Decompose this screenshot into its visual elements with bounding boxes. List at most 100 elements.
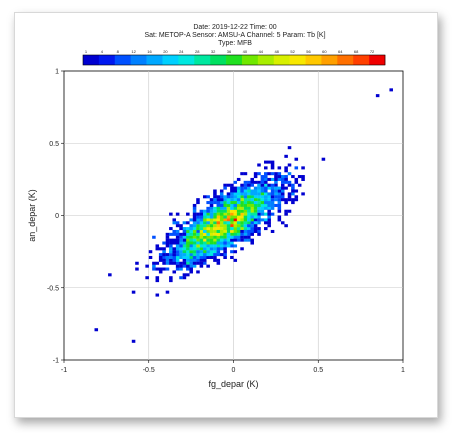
density-cell bbox=[202, 195, 207, 199]
density-cell bbox=[294, 198, 299, 202]
density-cell bbox=[264, 201, 268, 205]
density-cell bbox=[165, 253, 170, 257]
density-cell bbox=[152, 261, 156, 265]
colorbar-tick-label: 28 bbox=[195, 49, 200, 54]
density-cell bbox=[209, 235, 214, 239]
density-cell bbox=[247, 183, 251, 187]
density-cell bbox=[253, 195, 258, 199]
density-cell bbox=[219, 224, 224, 228]
density-cell bbox=[179, 241, 183, 245]
density-cell bbox=[206, 209, 210, 213]
density-cell bbox=[213, 189, 217, 193]
density-cell bbox=[213, 206, 217, 210]
density-cell bbox=[192, 241, 197, 245]
density-cell bbox=[230, 227, 234, 231]
density-cell bbox=[257, 183, 261, 187]
density-cell bbox=[108, 273, 112, 277]
density-cell bbox=[226, 192, 231, 196]
density-cell bbox=[158, 270, 163, 274]
density-cell bbox=[186, 253, 190, 257]
density-cell bbox=[257, 192, 261, 196]
density-cell bbox=[247, 192, 251, 196]
density-cell bbox=[233, 215, 238, 219]
density-cell bbox=[179, 255, 183, 259]
colorbar-swatch bbox=[226, 55, 243, 65]
density-cell bbox=[216, 244, 221, 248]
y-tick-label: -1 bbox=[53, 358, 59, 365]
density-cell bbox=[277, 175, 282, 179]
density-cell bbox=[165, 238, 170, 242]
density-cell bbox=[294, 157, 299, 161]
density-cell bbox=[186, 258, 190, 262]
density-cell bbox=[223, 203, 227, 207]
density-cell bbox=[257, 227, 261, 231]
density-cell bbox=[284, 177, 288, 181]
density-cell bbox=[277, 186, 282, 190]
density-cell bbox=[223, 195, 227, 199]
density-cell bbox=[216, 195, 221, 199]
density-cell bbox=[280, 186, 285, 190]
density-cell bbox=[219, 212, 224, 216]
density-cell bbox=[230, 215, 234, 219]
density-cell bbox=[202, 247, 207, 251]
density-cell bbox=[206, 215, 210, 219]
density-cell bbox=[199, 258, 204, 262]
density-cell bbox=[294, 177, 299, 181]
density-cell bbox=[280, 189, 285, 193]
density-cell bbox=[243, 224, 248, 228]
density-cell bbox=[223, 235, 227, 239]
density-cell bbox=[209, 221, 214, 225]
colorbar-swatch bbox=[146, 55, 163, 65]
density-cell bbox=[250, 195, 254, 199]
density-cell bbox=[175, 247, 180, 251]
density-cell bbox=[230, 244, 234, 248]
density-cell bbox=[216, 235, 221, 239]
density-cell bbox=[250, 201, 254, 205]
density-cell bbox=[216, 221, 221, 225]
density-cell bbox=[250, 221, 254, 225]
density-cell bbox=[230, 241, 234, 245]
density-cell bbox=[162, 247, 166, 251]
density-cell bbox=[186, 241, 190, 245]
density-cell bbox=[175, 235, 180, 239]
density-cell bbox=[202, 227, 207, 231]
density-cell bbox=[169, 261, 173, 265]
density-cell bbox=[226, 203, 231, 207]
density-cell bbox=[233, 209, 238, 213]
density-cell bbox=[240, 186, 244, 190]
density-cell bbox=[186, 227, 190, 231]
density-cell bbox=[213, 218, 217, 222]
density-cell bbox=[209, 244, 214, 248]
density-cell bbox=[148, 250, 153, 254]
density-cell bbox=[240, 215, 244, 219]
density-cell bbox=[250, 192, 254, 196]
density-cell bbox=[230, 221, 234, 225]
density-cell bbox=[260, 180, 265, 184]
density-cell bbox=[284, 209, 288, 213]
density-cell bbox=[179, 227, 183, 231]
density-cell bbox=[199, 253, 204, 257]
density-cell bbox=[240, 235, 244, 239]
density-cell bbox=[230, 238, 234, 242]
density-cell bbox=[277, 198, 282, 202]
density-cell bbox=[270, 163, 275, 167]
density-cell bbox=[162, 241, 166, 245]
density-cell bbox=[274, 180, 278, 184]
density-cell bbox=[264, 180, 268, 184]
density-cell bbox=[179, 250, 183, 254]
density-cell bbox=[209, 203, 214, 207]
density-cell bbox=[250, 189, 254, 193]
density-cell bbox=[247, 212, 251, 216]
density-cell bbox=[375, 94, 380, 98]
density-cell bbox=[247, 209, 251, 213]
density-cell bbox=[189, 227, 193, 231]
density-cell bbox=[243, 221, 248, 225]
density-cell bbox=[219, 229, 224, 233]
density-cell bbox=[257, 189, 261, 193]
density-cell bbox=[196, 198, 200, 202]
density-cell bbox=[287, 195, 292, 199]
density-cell bbox=[219, 195, 224, 199]
density-cell bbox=[158, 267, 163, 271]
density-cell bbox=[267, 160, 271, 164]
density-cell bbox=[209, 212, 214, 216]
